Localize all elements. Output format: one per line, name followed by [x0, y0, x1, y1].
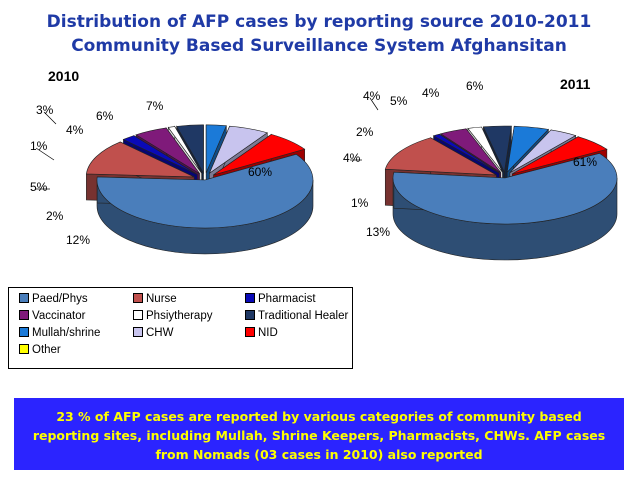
leader-line — [369, 97, 379, 111]
legend-item: CHW — [133, 326, 173, 340]
pie-slice-vaccinator — [135, 127, 200, 174]
legend-label: Traditional Healer — [258, 310, 349, 322]
pie-slice-nurse — [86, 141, 195, 178]
data-label: 13% — [366, 225, 390, 239]
chart-title: Distribution of AFP cases by reporting s… — [0, 10, 638, 58]
data-label: 6% — [96, 109, 114, 123]
title-line-2: Community Based Surveillance System Afgh… — [71, 36, 567, 56]
pie-slice-paed-phys — [392, 153, 618, 225]
legend-label: Vaccinator — [32, 310, 86, 322]
legend-label: Paed/Phys — [32, 293, 88, 305]
leader-line — [35, 147, 55, 161]
title-line-1: Distribution of AFP cases by reporting s… — [46, 12, 592, 32]
legend-item: Nurse — [133, 292, 177, 306]
legend-item: Phsiytherapy — [133, 309, 212, 323]
pie-slice-traditional-healer — [482, 125, 512, 174]
legend-swatch — [133, 309, 143, 320]
legend-label: Pharmacist — [258, 293, 316, 305]
legend: Paed/Phys Nurse Pharmacist Vaccinator Phsiyt… — [8, 287, 353, 369]
legend-item: Pharmacist — [245, 292, 316, 306]
leader-line — [43, 111, 57, 125]
data-label: 7% — [146, 99, 164, 113]
legend-label: NID — [258, 327, 278, 339]
legend-label: Other — [32, 344, 61, 356]
chart-2011-year-label: 2011 — [560, 76, 591, 92]
pie-slice-chw — [208, 125, 268, 175]
pie-chart-2011: 61% 13% 1% 4% 2% 4% 5% 4% 6% — [343, 79, 618, 261]
pie-slice-mullah-shrine — [205, 124, 227, 173]
legend-swatch — [19, 326, 29, 337]
pie-charts: 60%12%2%5%1%4%3% 6%7%61%13%1%4%2%4% 5%4% 6% — [30, 79, 618, 261]
data-label: 3% — [36, 103, 54, 117]
legend-label: Nurse — [146, 293, 177, 305]
pie-slice-paed-phys — [96, 153, 314, 229]
legend-swatch — [133, 292, 143, 303]
data-label: 2% — [46, 209, 64, 223]
legend-label: CHW — [146, 327, 174, 339]
pie-slice-mullah-shrine — [506, 125, 550, 174]
legend-item: Mullah/shrine — [19, 326, 100, 340]
data-label: 6% — [466, 79, 484, 93]
pie-slice-phsiytherapy — [467, 126, 503, 173]
pie-slice-vaccinator — [439, 128, 501, 173]
pie-slice-nurse — [384, 137, 497, 176]
legend-swatch — [245, 309, 255, 320]
legend-item: Traditional Healer — [245, 309, 348, 323]
legend-swatch — [19, 343, 29, 354]
data-label: 5% — [390, 94, 408, 108]
data-label: 4% — [422, 86, 440, 100]
pie-slice-traditional-healer — [176, 124, 204, 174]
data-label: 60% — [248, 165, 272, 179]
pie-chart-2010: 60% 12%2% 5% 1% 4% 3% 6% 7% — [30, 99, 314, 255]
legend-item: NID — [245, 326, 278, 340]
data-label: 1% — [30, 139, 48, 153]
legend-label: Phsiytherapy — [146, 310, 213, 322]
legend-swatch — [245, 326, 255, 337]
data-label: 4% — [66, 123, 84, 137]
pie-slice-nid — [512, 136, 608, 175]
pie-slice-pharmacist — [122, 135, 198, 175]
legend-swatch — [19, 309, 29, 320]
chart-2010-year-label: 2010 — [48, 68, 80, 84]
legend-item: Paed/Phys — [19, 292, 88, 306]
legend-label: Mullah/shrine — [32, 327, 101, 339]
data-label: 4% — [363, 89, 381, 103]
data-label: 61% — [573, 155, 597, 169]
data-label: 4% — [343, 151, 361, 165]
legend-item: Vaccinator — [19, 309, 85, 323]
legend-item: Other — [19, 343, 61, 357]
summary-note: 23 % of AFP cases are reported by variou… — [14, 398, 624, 470]
data-label: 2% — [356, 125, 374, 139]
pie-slice-chw — [509, 129, 577, 174]
legend-swatch — [245, 292, 255, 303]
data-label: 1% — [351, 196, 369, 210]
legend-swatch — [133, 326, 143, 337]
legend-swatch — [19, 292, 29, 303]
pie-slice-pharmacist — [432, 133, 500, 174]
pie-slice-nid — [213, 134, 306, 176]
pie-slice-phsiytherapy — [167, 126, 202, 174]
data-label: 5% — [30, 180, 48, 194]
data-label: 12% — [66, 233, 90, 247]
